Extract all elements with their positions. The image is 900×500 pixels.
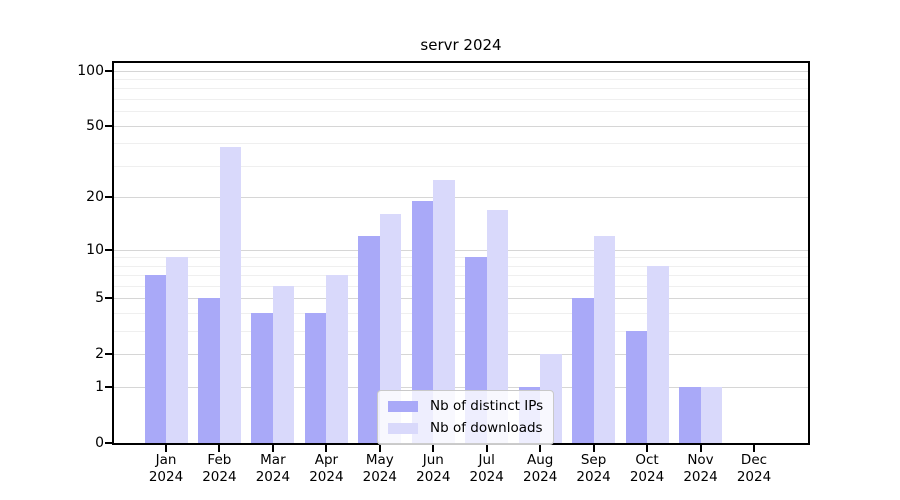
y-tick-label-20: 20 [86, 189, 104, 206]
legend-label-downloads: Nb of downloads [430, 420, 543, 436]
x-tick-mark-apr [325, 445, 328, 452]
legend-item-distinct-ips: Nb of distinct IPs [388, 395, 543, 417]
y-tick-mark-1 [105, 386, 112, 389]
x-tick-label-oct: Oct 2024 [629, 452, 665, 485]
grid-line-20 [114, 197, 808, 199]
bar-ips-may [358, 236, 380, 443]
grid-line-7 [114, 275, 808, 277]
y-tick-mark-10 [105, 248, 112, 251]
grid-line-2 [114, 354, 808, 356]
bar-ips-oct [625, 331, 647, 443]
grid-line-30 [114, 165, 808, 167]
grid-line-8 [114, 265, 808, 267]
y-tick-mark-100 [105, 69, 112, 72]
x-tick-label-may: May 2024 [362, 452, 397, 485]
bar-ips-feb [198, 298, 220, 443]
x-tick-mark-dec [753, 445, 755, 452]
bar-downloads-jun [433, 180, 455, 443]
bar-downloads-sep [593, 236, 616, 443]
bars-layer [114, 63, 808, 443]
x-tick-mark-mar [271, 445, 274, 452]
grid-layer [114, 63, 808, 443]
bar-downloads-apr [326, 275, 348, 443]
y-tick-label-0: 0 [95, 435, 104, 451]
grid-line-100 [114, 70, 808, 72]
x-tick-label-jan: Jan 2024 [148, 452, 184, 485]
x-tick-label-jul: Jul 2024 [469, 452, 504, 485]
bar-ips-apr [304, 313, 327, 443]
x-tick-mark-nov [699, 445, 702, 452]
grid-line-40 [114, 143, 808, 145]
y-tick-mark-2 [105, 353, 112, 356]
grid-line-60 [114, 111, 808, 113]
grid-line-1 [114, 387, 808, 389]
bar-ips-mar [251, 313, 273, 443]
x-tick-label-nov: Nov 2024 [683, 452, 718, 485]
x-tick-mark-sep [592, 445, 595, 452]
x-tick-mark-oct [646, 445, 648, 452]
x-tick-mark-aug [539, 445, 542, 452]
grid-line-10 [114, 249, 808, 251]
x-tick-label-mar: Mar 2024 [255, 452, 291, 485]
y-tick-mark-0 [105, 442, 112, 444]
grid-line-70 [114, 99, 808, 101]
y-tick-label-10: 10 [86, 241, 104, 258]
y-tick-label-5: 5 [95, 290, 104, 307]
chart-title: servr 2024 [420, 36, 502, 54]
x-tick-mark-feb [218, 445, 221, 452]
y-tick-label-50: 50 [86, 117, 104, 134]
x-tick-mark-jan [165, 445, 167, 452]
x-tick-mark-jun [432, 445, 435, 452]
y-tick-label-2: 2 [95, 346, 104, 363]
x-tick-label-jun: Jun 2024 [416, 452, 451, 485]
legend-label-distinct-ips: Nb of distinct IPs [430, 398, 544, 414]
y-tick-mark-50 [105, 124, 112, 127]
x-tick-mark-jul [485, 445, 488, 452]
y-tick-mark-20 [105, 196, 112, 199]
grid-line-3 [114, 331, 808, 333]
grid-line-4 [114, 313, 808, 315]
grid-line-5 [114, 298, 808, 300]
x-tick-mark-may [378, 445, 381, 452]
bar-ips-jun [411, 201, 434, 443]
x-tick-label-aug: Aug 2024 [523, 452, 558, 485]
grid-line-6 [114, 286, 808, 287]
bar-downloads-oct [647, 265, 669, 443]
bar-downloads-feb [219, 147, 241, 443]
x-tick-label-feb: Feb 2024 [202, 452, 237, 485]
bar-ips-nov [679, 387, 701, 443]
bar-downloads-nov [700, 387, 722, 443]
bar-downloads-jan [166, 257, 188, 443]
bar-downloads-jul [486, 209, 509, 443]
bar-ips-jan [144, 275, 166, 443]
y-tick-label-100: 100 [77, 62, 104, 79]
bar-downloads-may [379, 214, 402, 443]
y-tick-mark-5 [105, 297, 112, 300]
x-tick-label-dec: Dec 2024 [736, 452, 772, 485]
legend-item-downloads: Nb of downloads [388, 417, 543, 439]
bar-downloads-mar [272, 286, 295, 443]
x-tick-label-sep: Sep 2024 [576, 452, 611, 485]
grid-line-80 [114, 88, 808, 90]
grid-line-50 [114, 125, 808, 127]
grid-line-90 [114, 79, 808, 80]
y-tick-label-1: 1 [95, 379, 104, 396]
grid-line-9 [114, 257, 808, 259]
legend: Nb of distinct IPs Nb of downloads [377, 390, 555, 445]
bar-ips-sep [572, 298, 594, 443]
legend-swatch-downloads [388, 422, 418, 434]
plot-area [112, 61, 810, 445]
x-tick-label-apr: Apr 2024 [309, 452, 344, 485]
legend-swatch-distinct-ips [388, 400, 418, 412]
